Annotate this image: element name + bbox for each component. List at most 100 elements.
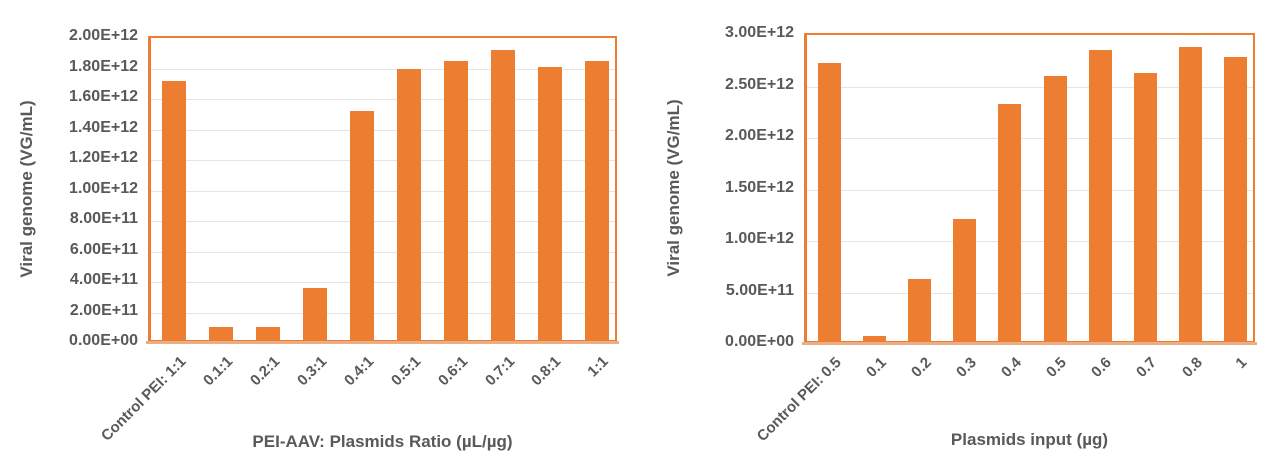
y-tick-label: 1.00E+12 xyxy=(69,179,138,197)
gridline xyxy=(151,221,615,222)
y-tick-label: 1.60E+12 xyxy=(69,88,138,105)
bar-slot xyxy=(526,38,573,340)
x-tick-label: 0.7 xyxy=(1133,354,1161,381)
gridline xyxy=(151,251,615,253)
x-axis-line xyxy=(802,342,1257,345)
bar xyxy=(1088,50,1112,341)
plot-area xyxy=(148,36,617,341)
x-tick-label: 0.8:1 xyxy=(528,353,565,390)
y-tick-label: 2.00E+12 xyxy=(725,127,794,144)
x-tick-label: 0.5 xyxy=(1043,354,1071,381)
x-tick-label: 0.2:1 xyxy=(247,353,284,390)
chart-pei-aav-ratio: Viral genome (VG/mL) 0.00E+00 2.00E+11 4.0… xyxy=(17,27,619,451)
y-tick-label: 0.00E+00 xyxy=(69,332,138,349)
bar xyxy=(256,327,281,340)
y-tick-label: 6.00E+11 xyxy=(69,240,138,258)
x-tick-label: 0.6 xyxy=(1088,354,1116,381)
y-tick-label: 2.50E+12 xyxy=(725,75,794,93)
x-tick-label: 1 xyxy=(1232,354,1251,372)
bar xyxy=(443,61,468,340)
x-axis-title: PEI-AAV: Plasmids Ratio (µL/µg) xyxy=(252,432,513,451)
x-tick-label: Control PEI: 1:1 xyxy=(97,353,190,445)
bar-slot xyxy=(987,35,1032,341)
y-tick-label: 1.00E+12 xyxy=(725,230,794,247)
bar-slot xyxy=(151,38,198,340)
bar-slot xyxy=(479,38,526,340)
gridline xyxy=(807,241,1253,242)
bar-slot xyxy=(292,38,339,340)
gridline xyxy=(151,282,615,283)
bar xyxy=(396,69,421,340)
bar-slot xyxy=(852,35,897,341)
x-tick-label: Control PEI: 0.5 xyxy=(753,354,845,445)
x-tick-label: 0.5:1 xyxy=(387,353,424,390)
x-tick-label: 0.4 xyxy=(998,354,1025,381)
y-tick-label: 1.20E+12 xyxy=(69,149,138,166)
x-tick-label: 0.4:1 xyxy=(340,353,378,390)
y-tick-label: 5.00E+11 xyxy=(725,281,794,299)
bar-slot xyxy=(897,35,942,341)
gridline xyxy=(807,86,1253,88)
x-tick-label: 0.3 xyxy=(953,354,980,381)
bar xyxy=(863,336,887,341)
bar-slot xyxy=(386,38,433,340)
y-tick-label: 1.40E+12 xyxy=(69,118,138,136)
y-tick-label: 4.00E+11 xyxy=(69,271,138,288)
x-tick-label: 0.2 xyxy=(908,354,935,381)
bar xyxy=(1043,76,1067,341)
gridline xyxy=(151,160,615,161)
x-axis-line xyxy=(146,341,619,344)
y-axis-title: Viral genome (VG/mL) xyxy=(17,99,36,278)
bar xyxy=(162,81,187,340)
gridline xyxy=(807,292,1253,294)
bar xyxy=(350,111,375,340)
bar xyxy=(584,61,609,340)
bar-slot xyxy=(1168,35,1213,341)
x-tick-label: 0.3:1 xyxy=(293,353,331,390)
x-axis-title: Plasmids input (µg) xyxy=(950,430,1109,449)
bar xyxy=(1133,73,1157,341)
y-axis-title: Viral genome (VG/mL) xyxy=(664,98,683,277)
x-tick-label: 0.6:1 xyxy=(434,353,471,390)
bar-slot xyxy=(432,38,479,340)
bar-slot xyxy=(942,35,987,341)
gridline xyxy=(807,189,1253,191)
gridline xyxy=(151,312,615,314)
bar xyxy=(303,288,328,340)
bar-slot xyxy=(1123,35,1168,341)
bar-slot xyxy=(807,35,852,341)
bar xyxy=(953,219,977,341)
y-tick-label: 2.00E+12 xyxy=(69,27,138,44)
plot-area xyxy=(804,33,1255,342)
bar xyxy=(1223,57,1247,341)
y-tick-label: 3.00E+12 xyxy=(725,24,794,41)
bar-slot xyxy=(339,38,386,340)
bar-slot xyxy=(573,38,620,340)
gridline xyxy=(151,129,615,131)
bar xyxy=(1178,47,1202,341)
y-tick-label: 8.00E+11 xyxy=(69,210,138,227)
bar-slot xyxy=(198,38,245,340)
y-tick-label: 0.00E+00 xyxy=(725,333,794,350)
x-tick-label: 0.1:1 xyxy=(200,353,237,390)
bar-slot xyxy=(1078,35,1123,341)
bar xyxy=(537,67,562,340)
bar-slot xyxy=(1033,35,1078,341)
bar xyxy=(818,63,842,341)
bar-slot xyxy=(245,38,292,340)
x-tick-label: 0.7:1 xyxy=(481,353,518,390)
bar xyxy=(908,279,932,341)
bar xyxy=(490,50,515,340)
bar xyxy=(998,104,1022,341)
gridline xyxy=(151,99,615,100)
x-tick-label: 0.1 xyxy=(862,354,890,381)
bar-slot xyxy=(1213,35,1258,341)
y-tick-label: 1.80E+12 xyxy=(69,57,138,75)
y-tick-label: 2.00E+11 xyxy=(69,301,138,319)
gridline xyxy=(151,190,615,192)
bar xyxy=(209,327,234,340)
y-tick-label: 1.50E+12 xyxy=(725,178,794,196)
x-tick-label: 1:1 xyxy=(584,353,612,381)
gridline xyxy=(807,138,1253,139)
